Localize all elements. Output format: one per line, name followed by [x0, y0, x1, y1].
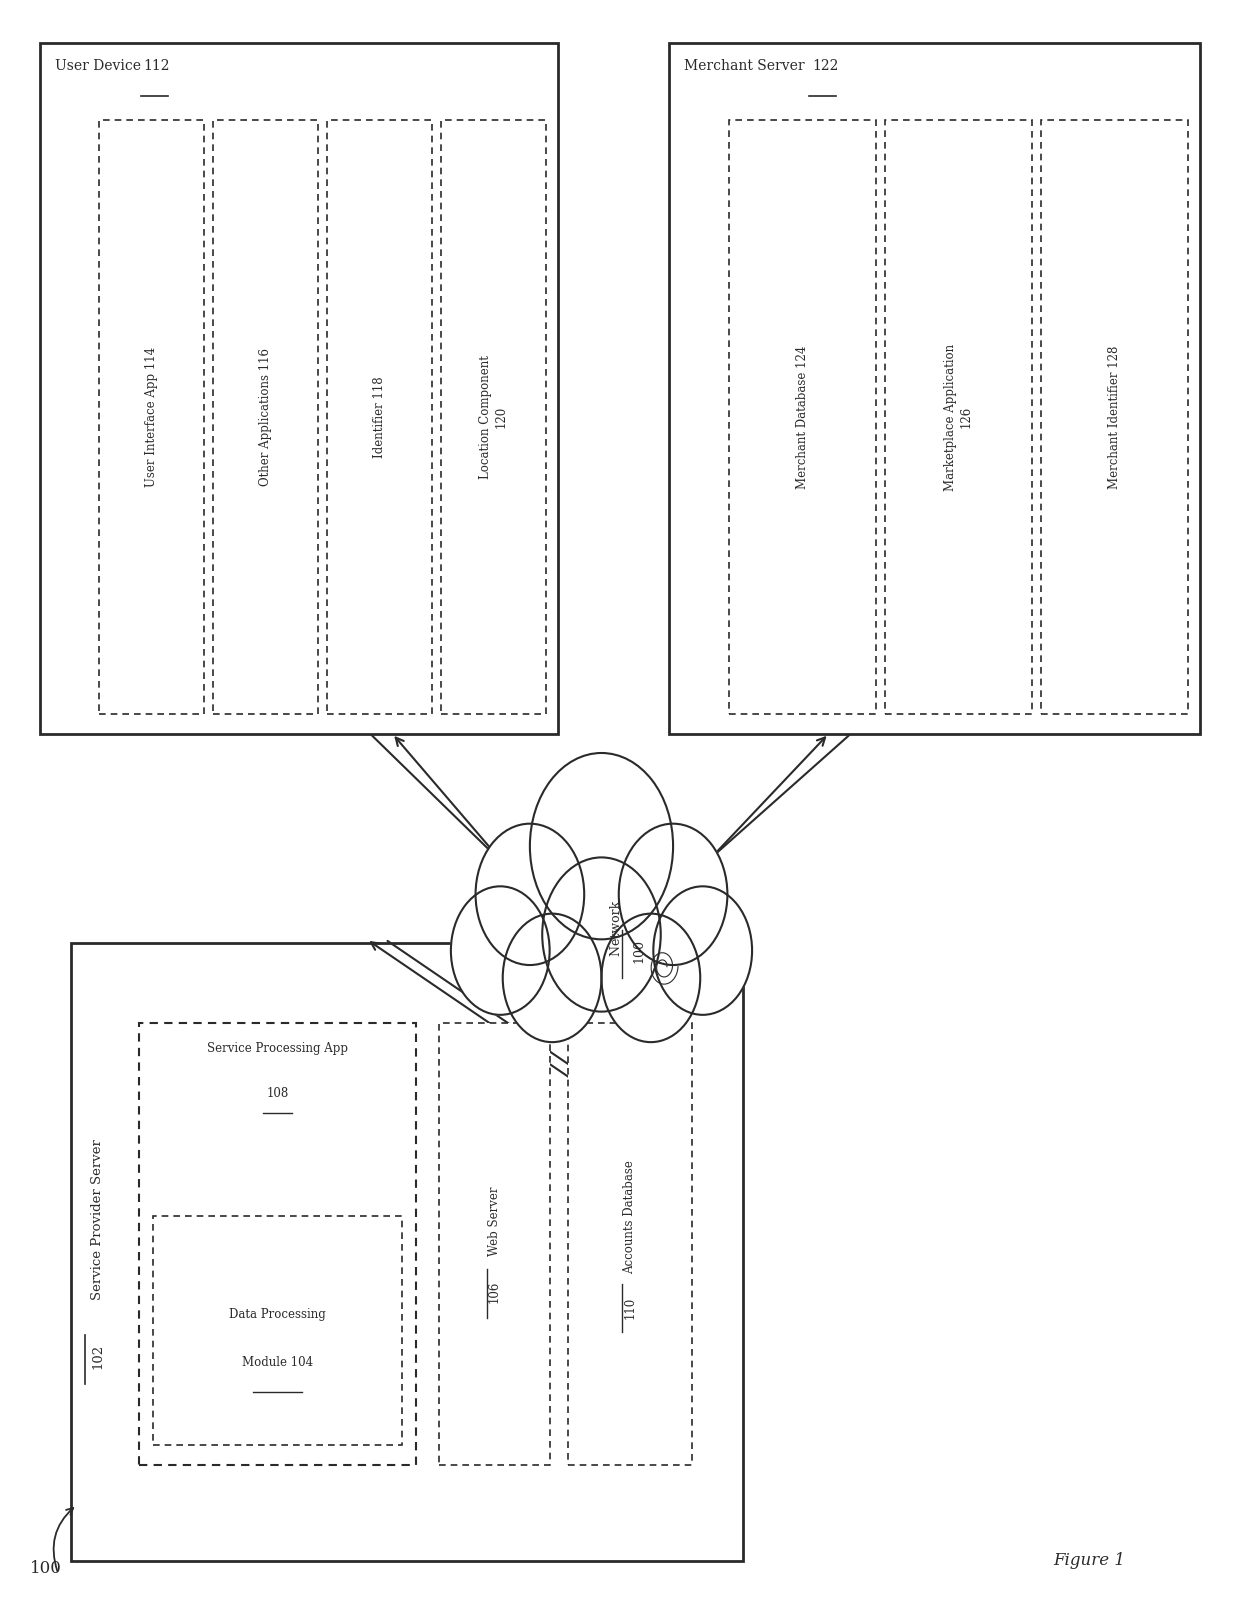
Circle shape: [653, 887, 753, 1016]
Text: 108: 108: [267, 1086, 289, 1099]
Text: Merchant Database 124: Merchant Database 124: [796, 345, 808, 488]
Text: Network: Network: [610, 896, 622, 956]
Text: Figure 1: Figure 1: [1053, 1552, 1125, 1568]
Circle shape: [476, 824, 584, 966]
Text: 100: 100: [30, 1560, 62, 1577]
FancyBboxPatch shape: [99, 119, 205, 714]
FancyBboxPatch shape: [884, 119, 1032, 714]
FancyBboxPatch shape: [213, 119, 319, 714]
Text: Identifier 118: Identifier 118: [373, 377, 386, 458]
Circle shape: [542, 858, 661, 1012]
FancyBboxPatch shape: [440, 119, 546, 714]
Text: Merchant Server: Merchant Server: [684, 60, 810, 73]
FancyBboxPatch shape: [139, 1024, 417, 1465]
Circle shape: [451, 887, 549, 1016]
Text: Marketplace Application
126: Marketplace Application 126: [944, 343, 972, 490]
Text: 122: 122: [812, 60, 839, 73]
Text: Location Component
120: Location Component 120: [480, 355, 507, 479]
Text: Other Applications 116: Other Applications 116: [259, 348, 272, 487]
Text: Merchant Identifier 128: Merchant Identifier 128: [1107, 345, 1121, 488]
FancyBboxPatch shape: [327, 119, 432, 714]
Text: Service Processing App: Service Processing App: [207, 1041, 348, 1056]
Text: Module 104: Module 104: [242, 1356, 312, 1369]
FancyBboxPatch shape: [40, 44, 558, 733]
Text: Data Processing: Data Processing: [229, 1307, 326, 1320]
FancyBboxPatch shape: [439, 1024, 549, 1465]
Text: Service Provider Server: Service Provider Server: [92, 1140, 104, 1301]
Text: User Interface App 114: User Interface App 114: [145, 347, 159, 487]
Text: 102: 102: [92, 1344, 104, 1369]
FancyBboxPatch shape: [670, 44, 1200, 733]
Text: Web Server: Web Server: [487, 1183, 501, 1256]
FancyBboxPatch shape: [729, 119, 875, 714]
Text: User Device: User Device: [55, 60, 145, 73]
Text: Accounts Database: Accounts Database: [624, 1156, 636, 1273]
Circle shape: [529, 753, 673, 940]
Circle shape: [601, 914, 701, 1041]
Circle shape: [502, 914, 601, 1041]
Circle shape: [619, 824, 728, 966]
Text: 110: 110: [624, 1298, 636, 1319]
FancyBboxPatch shape: [568, 1024, 692, 1465]
Text: 100: 100: [632, 938, 645, 962]
FancyBboxPatch shape: [1040, 119, 1188, 714]
Text: 106: 106: [487, 1282, 501, 1302]
FancyBboxPatch shape: [71, 943, 744, 1560]
Text: 112: 112: [144, 60, 170, 73]
FancyBboxPatch shape: [154, 1215, 402, 1446]
